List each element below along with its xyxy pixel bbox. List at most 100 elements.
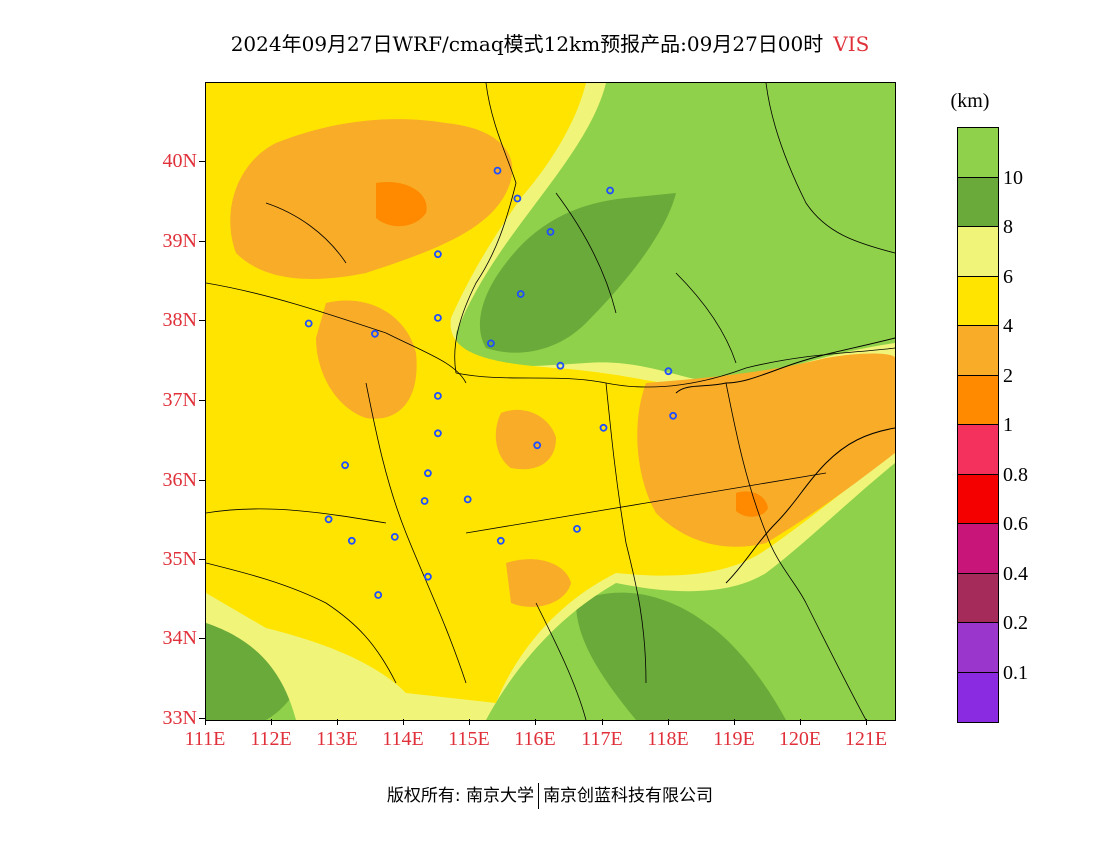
vis-2-4-area [230, 119, 513, 279]
lon-label-111e: 111E [184, 728, 226, 750]
lon-label-119e: 119E [713, 728, 755, 750]
colorbar-label: 0.8 [1003, 464, 1028, 486]
vis-2-4-area [506, 559, 571, 607]
boundary-line [465, 472, 827, 534]
lon-label-121e: 121E [844, 728, 888, 750]
city-marker [664, 367, 673, 376]
lon-tick [337, 719, 338, 725]
lon-tick [469, 719, 470, 725]
city-marker [493, 166, 502, 175]
boundary-line [535, 602, 587, 720]
lon-label-120e: 120E [778, 728, 822, 750]
lat-tick [199, 400, 205, 401]
colorbar-swatch [958, 376, 998, 425]
city-marker [546, 227, 555, 236]
boundary-line [555, 192, 617, 314]
vis-2-4-area [495, 409, 556, 470]
colorbar-label: 1 [1003, 414, 1013, 436]
city-marker [423, 469, 432, 478]
vis-2-4-area [316, 300, 417, 419]
colorbar-swatch [958, 673, 998, 722]
colorbar [957, 127, 999, 723]
colorbar-label: 2 [1003, 365, 1013, 387]
lat-tick [199, 480, 205, 481]
colorbar-swatch [958, 326, 998, 376]
colorbar-label: 0.6 [1003, 513, 1028, 535]
lat-label-35n: 35N [162, 548, 197, 570]
lat-tick [199, 161, 205, 162]
boundary-line [206, 562, 397, 684]
city-marker [433, 250, 442, 259]
copyright-separator [538, 783, 540, 809]
lat-tick [199, 638, 205, 639]
boundary-line [365, 382, 467, 684]
lon-tick [602, 719, 603, 725]
lat-label-33n: 33N [162, 707, 197, 729]
colorbar-label: 0.4 [1003, 563, 1028, 585]
lon-tick [668, 719, 669, 725]
city-marker [324, 515, 333, 524]
city-marker [433, 429, 442, 438]
lon-label-113e: 113E [316, 728, 358, 750]
city-marker [370, 329, 379, 338]
lon-tick [734, 719, 735, 725]
city-marker [374, 591, 383, 599]
colorbar-swatch [958, 425, 998, 475]
lon-tick [205, 719, 206, 725]
boundary-lines [206, 83, 895, 720]
lat-tick [199, 718, 205, 719]
colorbar-label: 4 [1003, 315, 1013, 337]
city-marker [486, 339, 495, 348]
lat-tick [199, 559, 205, 560]
city-marker [513, 194, 522, 203]
lon-label-117e: 117E [581, 728, 623, 750]
coastline [675, 337, 895, 584]
colorbar-swatch [958, 128, 998, 178]
lon-tick [403, 719, 404, 725]
city-marker [463, 495, 472, 504]
city-marker [423, 572, 432, 581]
boundary-line [725, 382, 807, 604]
colorbar-label: 0.2 [1003, 612, 1028, 634]
vis-2-4-area [637, 353, 895, 547]
colorbar-label: 8 [1003, 216, 1013, 238]
boundary-line [675, 272, 737, 364]
lat-label-40n: 40N [162, 150, 197, 172]
city-marker [390, 532, 399, 541]
visibility-map [205, 82, 896, 721]
vis-8-10-area [576, 592, 786, 720]
lat-label-39n: 39N [162, 230, 197, 252]
copyright-left: 版权所有: 南京大学 [386, 786, 535, 806]
lon-label-116e: 116E [514, 728, 556, 750]
colorbar-label: 6 [1003, 266, 1013, 288]
city-marker [304, 319, 313, 328]
lon-label-115e: 115E [448, 728, 490, 750]
colorbar-swatch [958, 623, 998, 673]
boundary-line [765, 83, 895, 254]
city-marker [533, 441, 542, 450]
city-marker [341, 461, 350, 470]
lat-label-38n: 38N [162, 309, 197, 331]
colorbar-swatch [958, 475, 998, 524]
colorbar-swatch [958, 277, 998, 326]
city-marker [420, 497, 429, 505]
map-canvas [206, 83, 895, 720]
city-marker [347, 536, 356, 545]
colorbar-swatch [958, 178, 998, 227]
boundary-line [605, 382, 647, 684]
title-variable: VIS [833, 32, 870, 56]
city-marker [433, 391, 442, 400]
lon-tick [800, 719, 801, 725]
city-marker [516, 290, 525, 298]
boundary-line [265, 202, 347, 264]
boundary-line [206, 282, 467, 384]
vis-1-2-area [736, 491, 768, 517]
colorbar-label: 10 [1003, 167, 1023, 189]
city-marker [573, 524, 581, 533]
colorbar-unit: (km) [950, 90, 990, 112]
lon-tick [866, 719, 867, 725]
lon-label-112e: 112E [250, 728, 292, 750]
vis-8-10-area [479, 193, 676, 353]
lon-tick [271, 719, 272, 725]
copyright: 版权所有: 南京大学 南京创蓝科技有限公司 [0, 781, 1100, 809]
